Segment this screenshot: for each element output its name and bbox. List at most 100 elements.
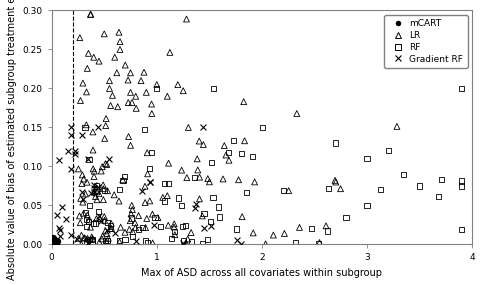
LR — [93, 198, 101, 202]
RF — [363, 156, 371, 161]
LR — [84, 236, 92, 241]
LR — [95, 192, 103, 196]
LR — [124, 78, 132, 82]
LR — [107, 221, 115, 226]
RF — [243, 190, 251, 195]
Gradient RF — [87, 190, 94, 195]
RF — [280, 188, 287, 193]
LR — [193, 156, 201, 161]
LR — [85, 51, 93, 56]
mCART — [53, 239, 61, 244]
LR — [90, 174, 98, 179]
LR — [241, 139, 248, 143]
LR — [75, 167, 82, 171]
RF — [314, 242, 322, 246]
mCART — [50, 241, 58, 246]
LR — [89, 166, 97, 171]
RF — [146, 166, 153, 170]
LR — [107, 103, 114, 108]
LR — [119, 178, 127, 182]
LR — [102, 116, 110, 121]
RF — [141, 239, 149, 243]
LR — [143, 216, 151, 221]
LR — [129, 229, 136, 234]
LR — [106, 78, 113, 83]
Gradient RF — [67, 232, 75, 237]
RF — [161, 199, 168, 203]
LR — [281, 231, 288, 236]
LR — [115, 30, 123, 34]
LR — [165, 161, 173, 166]
LR — [103, 162, 111, 167]
RF — [115, 239, 123, 243]
Gradient RF — [237, 241, 245, 246]
Gradient RF — [111, 231, 119, 235]
LR — [141, 200, 149, 205]
LR — [79, 173, 86, 177]
RF — [95, 209, 103, 213]
LR — [87, 12, 95, 17]
Gradient RF — [147, 180, 154, 184]
X-axis label: Max of ASD across all covariates within subgroup: Max of ASD across all covariates within … — [141, 268, 382, 278]
Gradient RF — [207, 223, 215, 228]
LR — [77, 220, 84, 225]
RF — [89, 239, 96, 243]
RF — [157, 224, 164, 229]
RF — [148, 150, 156, 155]
LR — [393, 124, 401, 129]
LR — [295, 225, 303, 230]
RF — [102, 238, 109, 243]
RF — [179, 224, 187, 229]
LR — [194, 168, 201, 172]
RF — [82, 224, 90, 229]
LR — [127, 71, 134, 75]
LR — [153, 82, 161, 87]
LR — [87, 225, 94, 229]
LR — [92, 194, 99, 199]
Gradient RF — [55, 158, 63, 162]
LR — [95, 59, 103, 64]
LR — [129, 207, 136, 212]
mCART — [50, 237, 58, 242]
LR — [102, 229, 109, 233]
RF — [342, 215, 350, 219]
LR — [147, 102, 155, 106]
LR — [170, 222, 178, 226]
RF — [152, 86, 160, 91]
LR — [166, 50, 174, 55]
RF — [85, 157, 93, 162]
LR — [142, 225, 149, 230]
RF — [332, 141, 339, 145]
RF — [209, 86, 217, 91]
RF — [181, 223, 189, 227]
LR — [174, 82, 182, 87]
LR — [137, 78, 145, 83]
RF — [171, 229, 179, 234]
Gradient RF — [64, 149, 71, 153]
RF — [103, 239, 111, 243]
LR — [115, 199, 123, 203]
LR — [89, 130, 97, 134]
Gradient RF — [150, 223, 158, 227]
LR — [78, 242, 85, 247]
LR — [141, 184, 149, 189]
LR — [121, 63, 129, 67]
LR — [249, 231, 257, 235]
Gradient RF — [146, 180, 154, 184]
LR — [81, 235, 89, 240]
RF — [151, 215, 159, 220]
LR — [93, 216, 100, 221]
LR — [78, 233, 85, 237]
RF — [200, 211, 208, 216]
Gradient RF — [79, 190, 86, 194]
mCART — [51, 240, 59, 245]
LR — [103, 240, 110, 245]
LR — [269, 233, 277, 237]
RF — [207, 219, 214, 224]
LR — [140, 70, 148, 74]
RF — [177, 203, 185, 208]
RF — [93, 184, 100, 188]
Gradient RF — [56, 227, 64, 232]
RF — [435, 194, 442, 199]
LR — [116, 240, 123, 244]
